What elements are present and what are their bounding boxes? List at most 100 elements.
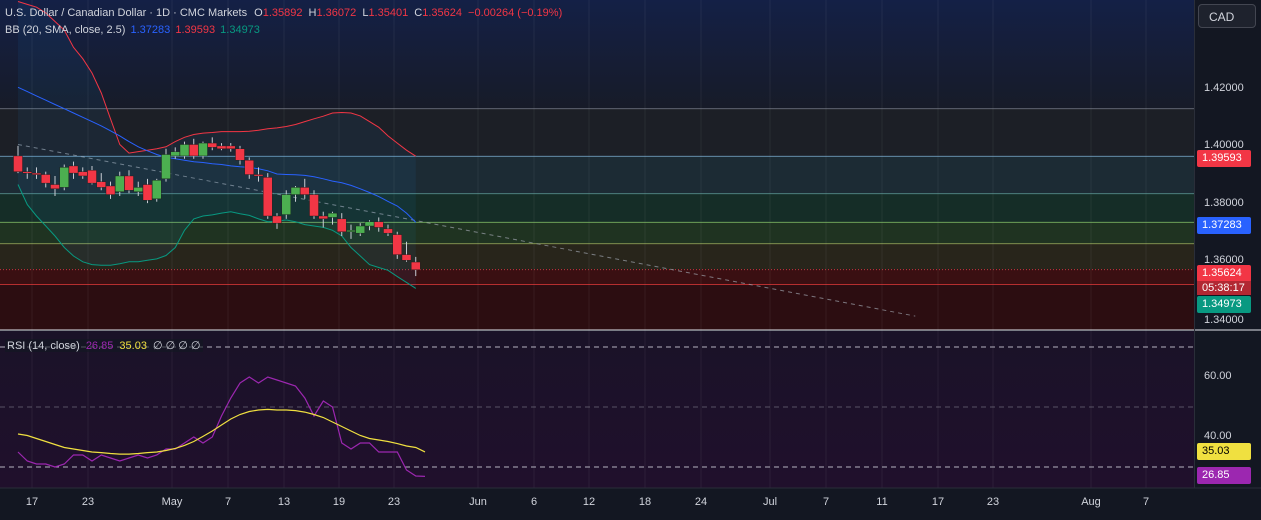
x-axis-label: 7 — [822, 496, 830, 508]
symbol-title: U.S. Dollar / Canadian Dollar · 1D · CMC… — [5, 7, 248, 19]
bb-lower-value: 1.34973 — [220, 24, 260, 36]
price-axis-label: 1.38000 — [1204, 197, 1244, 209]
candle-body — [337, 218, 347, 232]
candle-body — [142, 184, 153, 201]
bb-upper-tag: 1.39593 — [1197, 150, 1251, 167]
bb-upper-line — [17, 1, 417, 157]
candle-body — [272, 215, 282, 224]
x-axis-label: 7 — [1142, 496, 1150, 508]
candle-body — [263, 177, 273, 217]
rsi-label: RSI (14, close) — [7, 340, 80, 352]
x-axis-label: 18 — [638, 496, 652, 508]
candle-body — [78, 171, 88, 177]
rsi-line — [17, 376, 426, 477]
bb-basis-tag: 1.37283 — [1197, 217, 1251, 234]
x-axis-label: May — [161, 496, 183, 508]
candle-body — [124, 175, 134, 191]
candle-body — [41, 174, 51, 184]
price-axis-label: 1.40000 — [1204, 139, 1244, 151]
candle-body — [355, 225, 365, 234]
price-zone — [0, 269, 1194, 285]
close-label: C — [414, 7, 423, 19]
candle-body — [216, 145, 227, 149]
candle-body — [207, 142, 217, 148]
bb-basis-value: 1.37283 — [130, 24, 171, 36]
candle-body — [22, 171, 32, 174]
low-value: 1.35401 — [368, 7, 409, 19]
bb-upper-value: 1.39593 — [175, 24, 216, 36]
bb-lower-line — [17, 184, 417, 289]
candle-body — [115, 175, 125, 192]
candle-body — [253, 174, 264, 177]
candle-body — [50, 184, 60, 190]
candle-body — [198, 142, 208, 157]
close-value: 1.35624 — [422, 7, 462, 19]
bb-label: BB (20, SMA, close, 2.5) — [5, 24, 126, 36]
high-value: 1.36072 — [316, 7, 357, 19]
price-axis-label: 1.34000 — [1204, 314, 1244, 326]
rsi-pane-background — [0, 331, 1194, 488]
x-axis-label: 13 — [277, 496, 291, 508]
price-zone — [0, 222, 1194, 244]
candle-body — [244, 160, 254, 175]
bar-countdown-tag: 05:38:17 — [1197, 281, 1251, 295]
candle-body — [392, 234, 402, 255]
price-zone — [0, 243, 1194, 270]
price-zone — [0, 284, 1194, 330]
candle-body — [59, 167, 69, 188]
x-axis-label: 24 — [694, 496, 708, 508]
bb-basis-line — [17, 86, 417, 223]
candle-body — [383, 228, 393, 234]
high-label: H — [308, 7, 317, 19]
candle-body — [226, 145, 236, 149]
candle-body — [300, 187, 310, 195]
candle-body — [133, 187, 143, 192]
currency-button[interactable]: CAD — [1198, 4, 1256, 28]
candle-body — [189, 144, 199, 157]
rsi-legend: RSI (14, close) 26.85 35.03 ∅ ∅ ∅ ∅ — [5, 339, 203, 352]
candle-body — [346, 230, 356, 233]
candle-body — [170, 151, 180, 157]
rsi-extra-values: ∅ ∅ ∅ ∅ — [153, 340, 201, 352]
x-axis-label: 17 — [25, 496, 39, 508]
x-axis-label: 6 — [530, 496, 538, 508]
symbol-legend: U.S. Dollar / Canadian Dollar · 1D · CMC… — [5, 7, 562, 19]
x-axis-label: 23 — [387, 496, 401, 508]
rsi-axis-label: 60.00 — [1204, 370, 1232, 382]
close-price-tag: 1.35624 — [1197, 265, 1251, 282]
x-axis-label: 7 — [224, 496, 232, 508]
price-axis-label: 1.36000 — [1204, 254, 1244, 266]
rsi-value: 26.85 — [85, 340, 114, 352]
candle-body — [327, 212, 338, 218]
price-axis-label: 1.42000 — [1204, 82, 1244, 94]
candle-body — [281, 194, 291, 215]
candle-body — [411, 261, 421, 270]
rsi-tag: 26.85 — [1197, 467, 1251, 484]
candle-body — [318, 215, 328, 220]
change-value: −0.00264 (−0.19%) — [468, 7, 563, 19]
x-axis-label: 12 — [582, 496, 596, 508]
rsi-ma-line — [17, 408, 426, 455]
candle-body — [309, 194, 319, 217]
candle-body — [290, 187, 301, 195]
x-axis-label: Jun — [469, 496, 487, 508]
candle-body — [96, 181, 106, 188]
candle-body — [364, 221, 375, 227]
x-axis-label: 11 — [876, 496, 888, 508]
candle-body — [13, 155, 23, 172]
x-axis-label: Aug — [1081, 496, 1101, 508]
x-axis-label: 17 — [931, 496, 945, 508]
bb-lower-tag: 1.34973 — [1197, 296, 1251, 313]
candle-body — [152, 180, 162, 200]
low-label: L — [362, 7, 369, 19]
bb-legend: BB (20, SMA, close, 2.5) 1.37283 1.39593… — [5, 24, 260, 36]
candle-body — [374, 221, 384, 228]
open-label: O — [254, 7, 263, 19]
candle-body — [179, 144, 190, 157]
candle-body — [401, 254, 412, 261]
rsi-axis-label: 40.00 — [1204, 430, 1232, 442]
candle-body — [161, 154, 171, 180]
rsi-ma-value: 35.03 — [119, 340, 147, 352]
